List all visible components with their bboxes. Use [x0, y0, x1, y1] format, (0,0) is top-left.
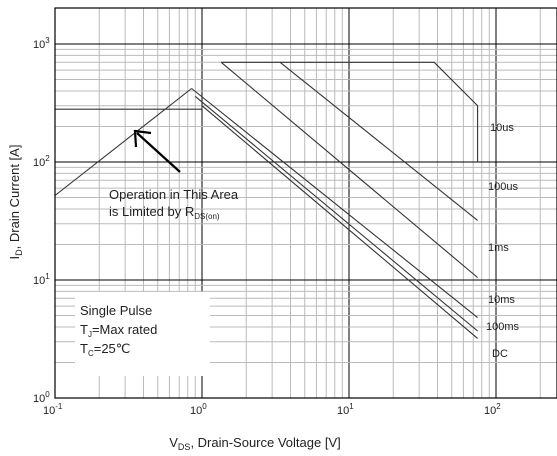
tj-condition: TJ=Max rated	[80, 322, 157, 339]
series-label-100us: 100us	[488, 181, 518, 193]
grid-layer	[55, 8, 557, 398]
x-tick-label: 102	[484, 402, 501, 417]
series-line-1ms	[220, 61, 478, 278]
x-tick-label: 100	[190, 402, 207, 417]
series-line-100ms	[194, 95, 478, 332]
y-tick-label: 100	[33, 390, 50, 405]
y-axis-title: ID, Drain Current [A]	[7, 145, 24, 260]
plot-frame	[54, 7, 557, 399]
y-tick-label: 103	[33, 36, 50, 51]
series-line-dc	[55, 104, 478, 339]
x-axis-title: VDS, Drain-Source Voltage [V]	[169, 435, 341, 452]
series-line-10ms	[191, 88, 478, 319]
rds-annotation-line-1: Operation in This Area	[109, 187, 239, 202]
series-label-100ms: 100ms	[486, 321, 520, 333]
single-pulse-label: Single Pulse	[80, 303, 152, 318]
series-layer	[54, 61, 479, 339]
x-tick-label: 101	[337, 402, 354, 417]
series-label-1ms: 1ms	[488, 242, 509, 254]
y-tick-label: 101	[33, 272, 50, 287]
y-tick-label: 102	[33, 154, 50, 169]
series-line-10us	[221, 61, 479, 162]
series-line-100us	[279, 61, 478, 221]
annotation-arrow	[133, 129, 181, 173]
tc-condition: TC=25℃	[80, 341, 130, 358]
series-label-10ms: 10ms	[488, 294, 515, 306]
rds-limit-line	[54, 88, 192, 196]
conditions-box	[75, 292, 210, 376]
rds-annotation-line-2: is Limited by RDS(on)	[109, 204, 220, 221]
series-label-dc: DC	[492, 348, 508, 360]
series-label-10us: 10us	[490, 122, 514, 134]
x-tick-label: 10-1	[43, 402, 63, 417]
